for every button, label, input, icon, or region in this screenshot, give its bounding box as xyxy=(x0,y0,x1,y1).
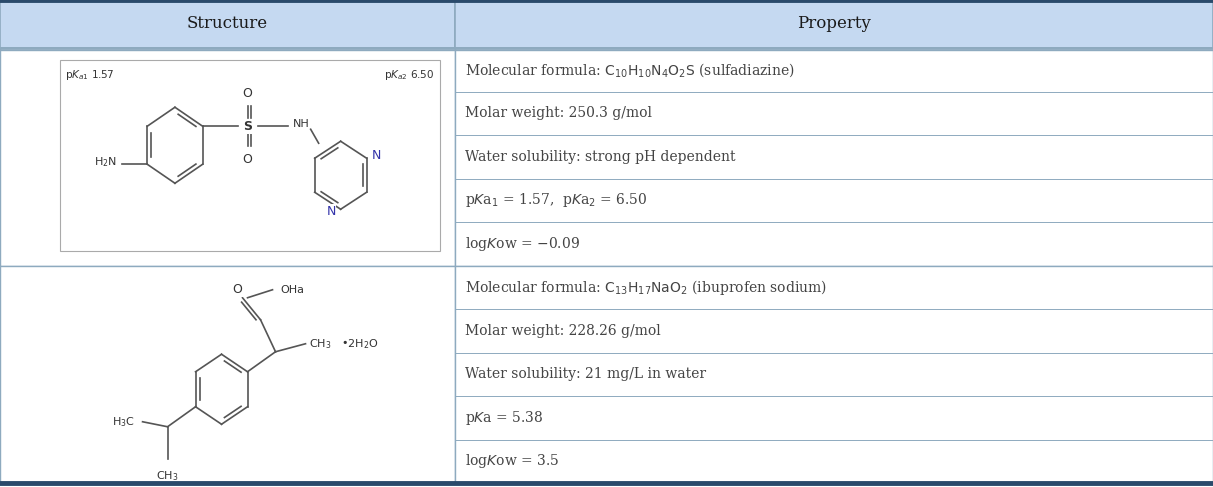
Text: p$K_{a1}$ 1.57: p$K_{a1}$ 1.57 xyxy=(66,68,114,82)
Bar xyxy=(0,265,455,483)
Text: Structure: Structure xyxy=(187,16,268,33)
Text: Water solubility: 21 mg/L in water: Water solubility: 21 mg/L in water xyxy=(465,367,706,381)
Text: CH$_3$: CH$_3$ xyxy=(308,337,331,351)
Text: Property: Property xyxy=(797,16,871,33)
Bar xyxy=(0,0,455,48)
Text: p$\mathit{K}$a$_1$ = 1.57,  p$\mathit{K}$a$_2$ = 6.50: p$\mathit{K}$a$_1$ = 1.57, p$\mathit{K}$… xyxy=(465,191,648,209)
Text: Molecular formula: $\mathrm{C_{13}H_{17}NaO_2}$ (ibuprofen sodium): Molecular formula: $\mathrm{C_{13}H_{17}… xyxy=(465,278,827,297)
Text: p$\mathit{K}$a = 5.38: p$\mathit{K}$a = 5.38 xyxy=(465,409,543,427)
Text: S: S xyxy=(243,120,252,133)
Text: O: O xyxy=(243,87,252,100)
Text: N: N xyxy=(371,149,381,162)
Bar xyxy=(455,265,1213,483)
Text: Molar weight: 250.3 g/mol: Molar weight: 250.3 g/mol xyxy=(465,106,651,120)
Text: H$_3$C: H$_3$C xyxy=(112,415,135,429)
Bar xyxy=(455,48,1213,265)
Text: •2H$_2$O: •2H$_2$O xyxy=(341,337,378,351)
Bar xyxy=(455,0,1213,48)
Text: p$K_{a2}$ 6.50: p$K_{a2}$ 6.50 xyxy=(385,68,435,82)
Text: NH: NH xyxy=(292,119,309,129)
Text: Molecular formula: $\mathrm{C_{10}H_{10}N_4O_2S}$ (sulfadiazine): Molecular formula: $\mathrm{C_{10}H_{10}… xyxy=(465,61,795,78)
Text: CH$_3$: CH$_3$ xyxy=(156,469,178,483)
Text: OHa: OHa xyxy=(280,285,304,295)
Text: Molar weight: 228.26 g/mol: Molar weight: 228.26 g/mol xyxy=(465,324,661,338)
Text: O: O xyxy=(233,283,243,296)
Text: Water solubility: strong pH dependent: Water solubility: strong pH dependent xyxy=(465,150,735,164)
Text: N: N xyxy=(326,205,336,218)
Text: log$\mathit{K}$ow = $-$0.09: log$\mathit{K}$ow = $-$0.09 xyxy=(465,235,580,253)
Text: O: O xyxy=(243,153,252,166)
Text: log$\mathit{K}$ow = 3.5: log$\mathit{K}$ow = 3.5 xyxy=(465,452,559,470)
Bar xyxy=(0,48,455,265)
Bar xyxy=(59,60,440,250)
Text: H$_2$N: H$_2$N xyxy=(95,155,118,169)
